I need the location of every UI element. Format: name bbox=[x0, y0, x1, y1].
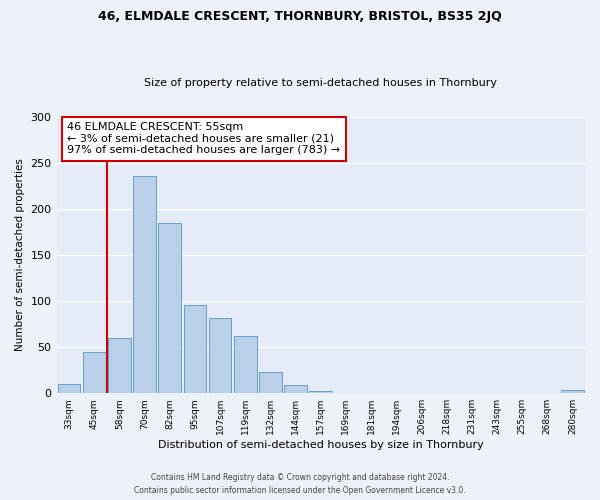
Bar bbox=[284, 385, 307, 393]
Title: Size of property relative to semi-detached houses in Thornbury: Size of property relative to semi-detach… bbox=[144, 78, 497, 88]
Bar bbox=[310, 392, 332, 393]
Bar bbox=[83, 352, 106, 393]
Bar bbox=[234, 336, 257, 393]
X-axis label: Distribution of semi-detached houses by size in Thornbury: Distribution of semi-detached houses by … bbox=[158, 440, 484, 450]
Text: Contains HM Land Registry data © Crown copyright and database right 2024.
Contai: Contains HM Land Registry data © Crown c… bbox=[134, 474, 466, 495]
Bar bbox=[133, 176, 156, 393]
Y-axis label: Number of semi-detached properties: Number of semi-detached properties bbox=[15, 158, 25, 352]
Bar bbox=[259, 372, 282, 393]
Text: 46 ELMDALE CRESCENT: 55sqm
← 3% of semi-detached houses are smaller (21)
97% of : 46 ELMDALE CRESCENT: 55sqm ← 3% of semi-… bbox=[67, 122, 340, 156]
Text: 46, ELMDALE CRESCENT, THORNBURY, BRISTOL, BS35 2JQ: 46, ELMDALE CRESCENT, THORNBURY, BRISTOL… bbox=[98, 10, 502, 23]
Bar bbox=[561, 390, 584, 393]
Bar bbox=[184, 304, 206, 393]
Bar bbox=[158, 222, 181, 393]
Bar bbox=[58, 384, 80, 393]
Bar bbox=[108, 338, 131, 393]
Bar bbox=[209, 318, 232, 393]
